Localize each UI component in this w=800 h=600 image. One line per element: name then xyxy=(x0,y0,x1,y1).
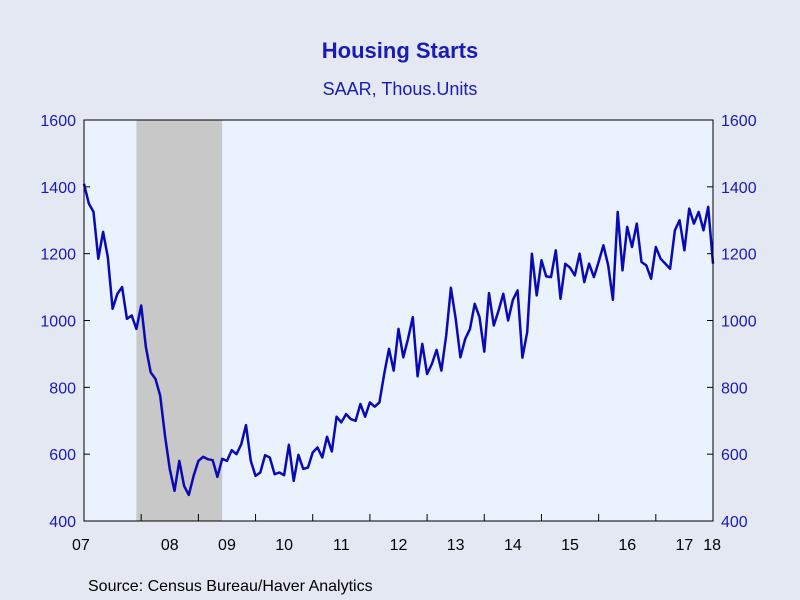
x-tick-label: 16 xyxy=(618,537,636,554)
chart-title: Housing Starts xyxy=(321,38,479,63)
chart-subtitle: SAAR, Thous.Units xyxy=(322,79,478,99)
y-tick-label-right: 1600 xyxy=(721,113,757,130)
y-tick-label-left: 1200 xyxy=(40,247,76,264)
series-line-housing-starts xyxy=(82,183,715,497)
y-tick-label-left: 1000 xyxy=(40,314,76,331)
y-tick-label-left: 800 xyxy=(49,380,76,397)
y-tick-label-right: 1000 xyxy=(721,314,757,331)
recession-shading xyxy=(136,120,223,521)
x-tick-label: 14 xyxy=(504,537,522,554)
x-tick-label: 17 xyxy=(676,537,694,554)
plot-frame xyxy=(83,119,714,522)
x-tick-label: 13 xyxy=(447,537,465,554)
y-tick-label-right: 600 xyxy=(721,447,748,464)
y-tick-label-left: 600 xyxy=(49,447,76,464)
y-tick-label-right: 1200 xyxy=(721,247,757,264)
y-tick-label-left: 1400 xyxy=(40,180,76,197)
y-tick-label-left: 1600 xyxy=(40,113,76,130)
x-tick-label: 18 xyxy=(703,537,721,554)
x-tick-label: 10 xyxy=(275,537,293,554)
x-tick-label: 09 xyxy=(218,537,236,554)
source-note: Source: Census Bureau/Haver Analytics xyxy=(88,578,373,595)
ticks-layer: 400 400 600 600 800 800 1000 1000 1200 1200 1400 14… xyxy=(40,113,756,554)
y-tick-label-right: 1400 xyxy=(721,180,757,197)
x-tick-label: 08 xyxy=(161,537,179,554)
y-tick-label-right: 400 xyxy=(721,514,748,531)
x-tick-label: 15 xyxy=(561,537,579,554)
x-tick-label: 11 xyxy=(333,537,350,554)
y-tick-label-right: 800 xyxy=(721,380,748,397)
x-tick-label: 07 xyxy=(72,537,90,554)
y-tick-label-left: 400 xyxy=(49,514,76,531)
x-tick-label: 12 xyxy=(390,537,408,554)
